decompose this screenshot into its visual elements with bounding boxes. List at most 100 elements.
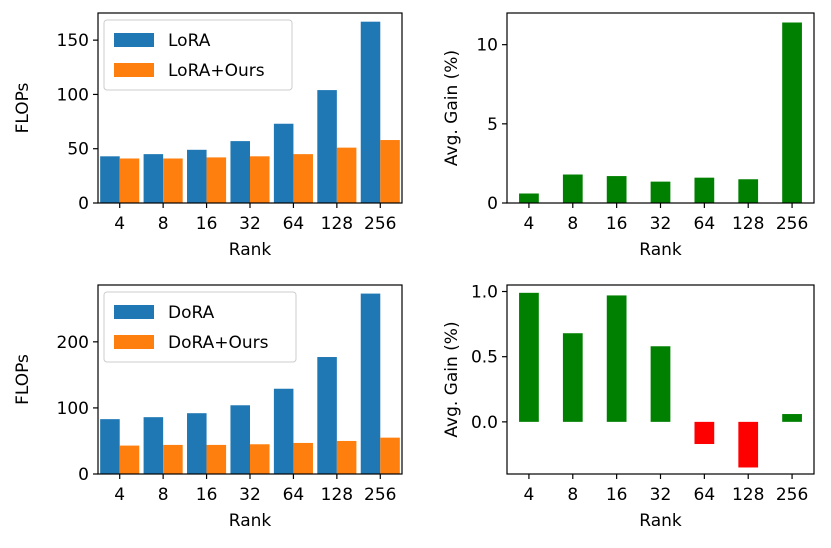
y-tick-label: 100 — [57, 85, 89, 105]
y-tick-label: 1.0 — [471, 283, 498, 303]
bar-avg-gain-32 — [650, 181, 671, 204]
bar-lora-4 — [100, 156, 120, 203]
bar-avg-gain-16 — [606, 295, 627, 422]
x-tick-label: 128 — [732, 485, 764, 505]
x-tick-label: 64 — [694, 214, 716, 234]
y-tick-label: 150 — [57, 31, 89, 51]
bar-lora-256 — [360, 21, 381, 203]
bar-dora-ours-8 — [163, 444, 183, 474]
bar-dora-ours-256 — [380, 437, 400, 474]
bar-dora-8 — [143, 417, 164, 474]
y-tick-label: 0 — [78, 194, 89, 214]
bar-avg-gain-4 — [519, 292, 539, 422]
bar-lora-ours-16 — [206, 157, 227, 203]
x-tick-label: 128 — [321, 485, 353, 505]
bar-avg-gain-64 — [694, 421, 715, 445]
legend-swatch-lora-ours — [114, 63, 154, 77]
bar-dora-4 — [100, 419, 120, 474]
legend-label: DoRA — [168, 303, 215, 323]
bar-lora-ours-8 — [163, 158, 183, 203]
bar-avg-gain-256 — [782, 22, 802, 203]
bar-avg-gain-64 — [694, 177, 715, 203]
x-tick-label: 64 — [283, 214, 305, 234]
x-tick-label: 4 — [114, 485, 125, 505]
x-tick-label: 256 — [364, 214, 396, 234]
legend: DoRA DoRA+Ours — [103, 291, 297, 363]
bar-lora-ours-32 — [250, 156, 270, 203]
bar-lora-ours-256 — [380, 140, 400, 203]
bar-avg-gain-128 — [738, 421, 759, 468]
bar-dora-ours-128 — [336, 440, 357, 474]
x-tick-label: 128 — [321, 214, 353, 234]
y-tick-label: 5 — [487, 115, 498, 135]
bar-avg-gain-32 — [650, 346, 671, 422]
legend: LoRA LoRA+Ours — [103, 19, 293, 91]
y-tick-label: 50 — [67, 140, 89, 160]
y-tick-label: 10 — [476, 36, 498, 56]
bar-dora-ours-16 — [206, 444, 227, 474]
x-axis-label: Rank — [639, 511, 682, 531]
bar-lora-ours-64 — [293, 154, 313, 203]
bar-avg-gain-16 — [606, 176, 627, 203]
legend-swatch-lora — [114, 33, 154, 47]
bar-lora-ours-128 — [336, 147, 357, 203]
x-tick-label: 8 — [158, 485, 169, 505]
x-tick-label: 256 — [776, 214, 808, 234]
legend-label: LoRA+Ours — [168, 61, 265, 81]
bar-lora-32 — [230, 141, 250, 203]
x-tick-label: 8 — [567, 485, 578, 505]
x-tick-label: 32 — [239, 485, 261, 505]
bar-lora-16 — [187, 149, 207, 203]
x-tick-label: 16 — [606, 485, 628, 505]
bar-avg-gain-8 — [562, 333, 583, 422]
bar-dora-256 — [360, 293, 381, 474]
bar-dora-32 — [230, 405, 250, 474]
bar-dora-ours-4 — [119, 445, 140, 474]
bar-lora-64 — [273, 123, 294, 203]
x-tick-label: 32 — [239, 214, 261, 234]
x-tick-label: 16 — [606, 214, 628, 234]
x-tick-label: 32 — [650, 214, 672, 234]
y-axis-label: Avg. Gain (%) — [442, 321, 462, 437]
x-tick-label: 256 — [776, 485, 808, 505]
chart-top-right: 0 5 10 4 8 16 32 64 128 256 Rank Avg. Gain (%) — [442, 12, 815, 260]
x-tick-label: 16 — [196, 214, 218, 234]
x-tick-label: 64 — [694, 485, 716, 505]
bar-avg-gain-4 — [519, 193, 539, 203]
chart-bottom-right: 0.0 0.5 1.0 4 8 16 32 64 128 256 Rank Avg. Gain (%) — [442, 283, 815, 531]
x-axis-label: Rank — [229, 511, 272, 531]
x-tick-label: 16 — [196, 485, 218, 505]
bar-lora-ours-4 — [119, 158, 140, 203]
bar-dora-ours-64 — [293, 442, 313, 474]
legend-swatch-dora-ours — [114, 335, 154, 349]
bar-dora-16 — [187, 413, 207, 474]
x-tick-label: 4 — [114, 214, 125, 234]
legend-label: DoRA+Ours — [168, 333, 269, 353]
x-tick-label: 4 — [524, 485, 535, 505]
x-axis-label: Rank — [639, 240, 682, 260]
x-tick-label: 32 — [650, 485, 672, 505]
x-tick-label: 64 — [283, 485, 305, 505]
y-axis-label: FLOPs — [13, 354, 33, 405]
x-tick-label: 4 — [524, 214, 535, 234]
bar-avg-gain-128 — [738, 179, 759, 203]
y-tick-label: 100 — [57, 399, 89, 419]
bar-avg-gain-8 — [562, 174, 583, 203]
bar-dora-64 — [273, 388, 294, 474]
y-tick-label: 0 — [487, 194, 498, 214]
x-tick-label: 256 — [364, 485, 396, 505]
x-tick-label: 8 — [158, 214, 169, 234]
bar-avg-gain-256 — [782, 414, 802, 422]
bar-lora-128 — [317, 90, 337, 203]
y-axis-label: Avg. Gain (%) — [442, 50, 462, 166]
legend-label: LoRA — [168, 31, 211, 51]
chart-bottom-left: 0 100 200 4 8 16 32 64 128 256 Rank FLOPs DoRA DoRA+O… — [13, 284, 403, 531]
x-tick-label: 128 — [732, 214, 764, 234]
y-tick-label: 200 — [57, 333, 89, 353]
legend-swatch-dora — [114, 305, 154, 319]
bar-dora-128 — [317, 357, 337, 474]
y-tick-label: 0 — [78, 465, 89, 485]
x-tick-label: 8 — [567, 214, 578, 234]
